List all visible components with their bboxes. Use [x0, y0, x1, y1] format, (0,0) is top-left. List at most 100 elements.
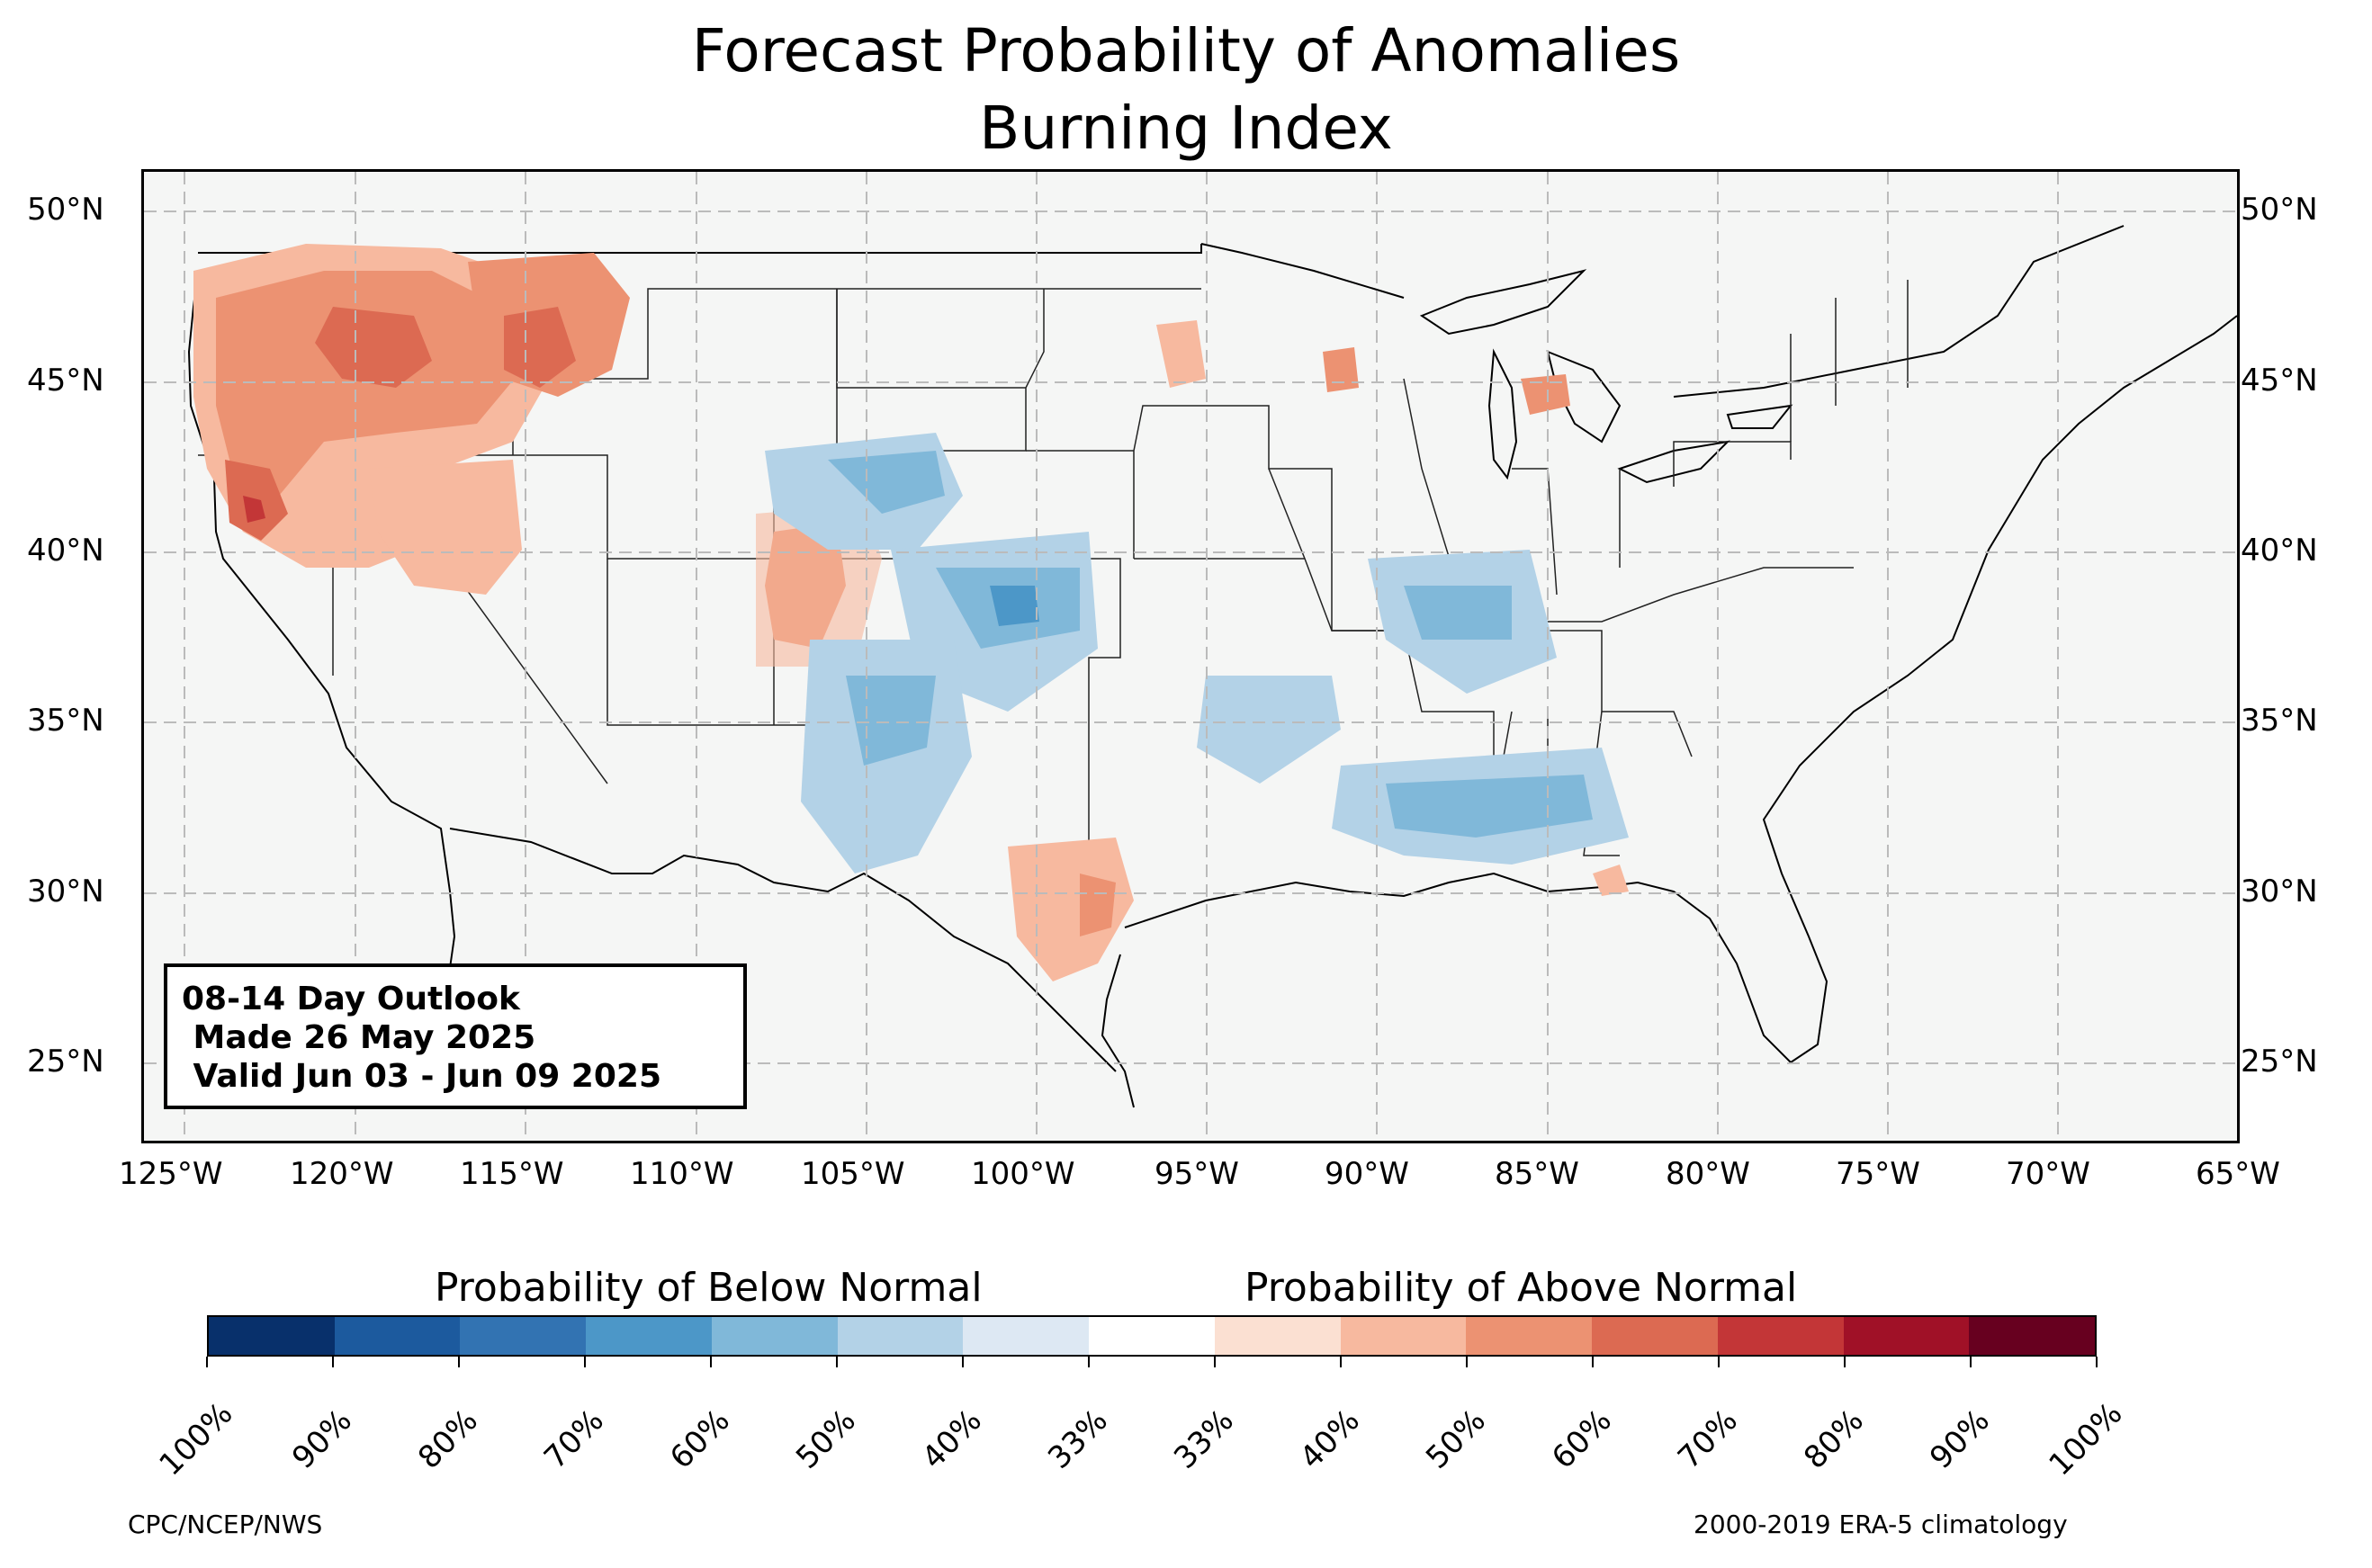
lat-label-left: 25°N — [27, 1044, 104, 1080]
colorbar-tick — [458, 1357, 460, 1367]
lon-label: 90°W — [1325, 1156, 1409, 1192]
below-area-kansas-max — [990, 586, 1039, 626]
lon-label: 95°W — [1155, 1156, 1239, 1192]
colorbar-tick — [1718, 1357, 1720, 1367]
colorbar-tick — [206, 1357, 208, 1367]
colorbar-cell — [209, 1317, 335, 1355]
lon-label: 85°W — [1495, 1156, 1579, 1192]
colorbar-tick — [1466, 1357, 1468, 1367]
above-area-oregon-peak — [315, 307, 432, 388]
credit-left: CPC/NCEP/NWS — [128, 1510, 323, 1539]
map-title: Forecast Probability of Anomalies — [691, 16, 1681, 85]
gulf-coast — [1101, 315, 2237, 1108]
colorbar-tick-label: 33% — [1167, 1402, 1241, 1476]
colorbar-cell — [460, 1317, 587, 1355]
lon-label: 70°W — [2006, 1156, 2090, 1192]
colorbar-tick-label: 33% — [1041, 1402, 1115, 1476]
above-area-lower-michigan — [1521, 374, 1570, 415]
colorbar-cell — [1969, 1317, 2096, 1355]
lat-label-right: 40°N — [2241, 533, 2318, 569]
lat-label-right: 30°N — [2241, 874, 2318, 909]
colorbar-cell — [1340, 1317, 1467, 1355]
colorbar-tick — [332, 1357, 334, 1367]
mexico-border — [449, 828, 1117, 1072]
below-area-new-mexico-core — [846, 676, 936, 766]
colorbar-tick-label: 60% — [663, 1402, 737, 1476]
lake-erie — [1617, 440, 1730, 484]
colorbar-tick-label: 90% — [1923, 1402, 1997, 1476]
above-area-norcal-max — [243, 496, 265, 523]
lon-label: 125°W — [119, 1156, 223, 1192]
colorbar-tick-label: 100% — [2042, 1395, 2130, 1483]
credit-right: 2000-2019 ERA-5 climatology — [1694, 1510, 2068, 1539]
colorbar-tick-label: 100% — [152, 1395, 240, 1483]
colorbar-tick-label: 40% — [915, 1402, 989, 1476]
above-area-montana-core — [504, 307, 576, 388]
map-canvas — [144, 172, 2237, 1141]
lake-michigan — [1487, 348, 1518, 480]
outlook-valid-range: Valid Jun 03 - Jun 09 2025 — [182, 1058, 662, 1095]
lat-label-left: 50°N — [27, 192, 104, 228]
colorbar-cell — [963, 1317, 1090, 1355]
colorbar-tick — [710, 1357, 712, 1367]
lon-label: 105°W — [801, 1156, 905, 1192]
lat-label-left: 30°N — [27, 874, 104, 909]
lat-label-right: 25°N — [2241, 1044, 2318, 1080]
colorbar-tick-label: 80% — [1797, 1402, 1871, 1476]
lat-label-right: 50°N — [2241, 192, 2318, 228]
lon-label: 65°W — [2196, 1156, 2280, 1192]
lon-label: 75°W — [1836, 1156, 1920, 1192]
colorbar-cell — [1843, 1317, 1970, 1355]
colorbar-above-title: Probability of Above Normal — [1244, 1265, 1798, 1311]
lat-label-left: 40°N — [27, 533, 104, 569]
colorbar-tick — [584, 1357, 586, 1367]
above-area-wisconsin — [1323, 347, 1359, 392]
below-area-wyoming-core — [828, 451, 945, 514]
lake-superior — [1419, 269, 1587, 336]
lon-label: 115°W — [460, 1156, 564, 1192]
colorbar — [207, 1315, 2097, 1357]
lat-label-left: 35°N — [27, 703, 104, 739]
colorbar-tick-label: 40% — [1293, 1402, 1367, 1476]
pacific-coast — [187, 270, 456, 1000]
colorbar-tick — [1340, 1357, 1342, 1367]
above-area-georgia — [1593, 865, 1629, 896]
lake-ontario — [1726, 404, 1793, 429]
lon-label: 110°W — [630, 1156, 734, 1192]
colorbar-cell — [1214, 1317, 1341, 1355]
lon-label: 120°W — [290, 1156, 394, 1192]
below-normal-areas — [765, 433, 1629, 874]
colorbar-tick — [836, 1357, 838, 1367]
above-area-utah-nevada — [369, 460, 522, 595]
lon-label: 80°W — [1666, 1156, 1750, 1192]
colorbar-cell — [711, 1317, 838, 1355]
canada-border — [198, 225, 2125, 398]
below-area-gulf-states-core — [1386, 775, 1593, 838]
colorbar-tick — [1592, 1357, 1594, 1367]
colorbar-cell — [1717, 1317, 1844, 1355]
colorbar-cell — [586, 1317, 712, 1355]
colorbar-below-title: Probability of Below Normal — [435, 1265, 983, 1311]
outlook-made-date: Made 26 May 2025 — [182, 1019, 536, 1056]
above-area-south-texas — [1008, 838, 1134, 981]
map-subtitle: Burning Index — [979, 94, 1393, 163]
colorbar-tick — [962, 1357, 964, 1367]
above-area-minnesota — [1156, 320, 1206, 388]
above-area-south-texas-core — [1080, 874, 1116, 936]
colorbar-tick-label: 50% — [789, 1402, 863, 1476]
colorbar-tick-label: 80% — [411, 1402, 485, 1476]
colorbar-tick-label: 70% — [1671, 1402, 1745, 1476]
colorbar-cell — [334, 1317, 461, 1355]
lon-label: 100°W — [971, 1156, 1075, 1192]
lat-label-right: 35°N — [2241, 703, 2318, 739]
colorbar-tick-label: 90% — [285, 1402, 359, 1476]
outlook-period: 08-14 Day Outlook — [182, 981, 520, 1017]
colorbar-tick-label: 70% — [537, 1402, 611, 1476]
colorbar-tick — [1844, 1357, 1846, 1367]
lat-label-right: 45°N — [2241, 363, 2318, 399]
lat-label-left: 45°N — [27, 363, 104, 399]
colorbar-tick — [1088, 1357, 1090, 1367]
outlook-info-box: 08-14 Day Outlook Made 26 May 2025 Valid… — [164, 963, 747, 1109]
colorbar-tick-label: 60% — [1545, 1402, 1619, 1476]
below-area-ohio-valley-core — [1404, 586, 1512, 640]
